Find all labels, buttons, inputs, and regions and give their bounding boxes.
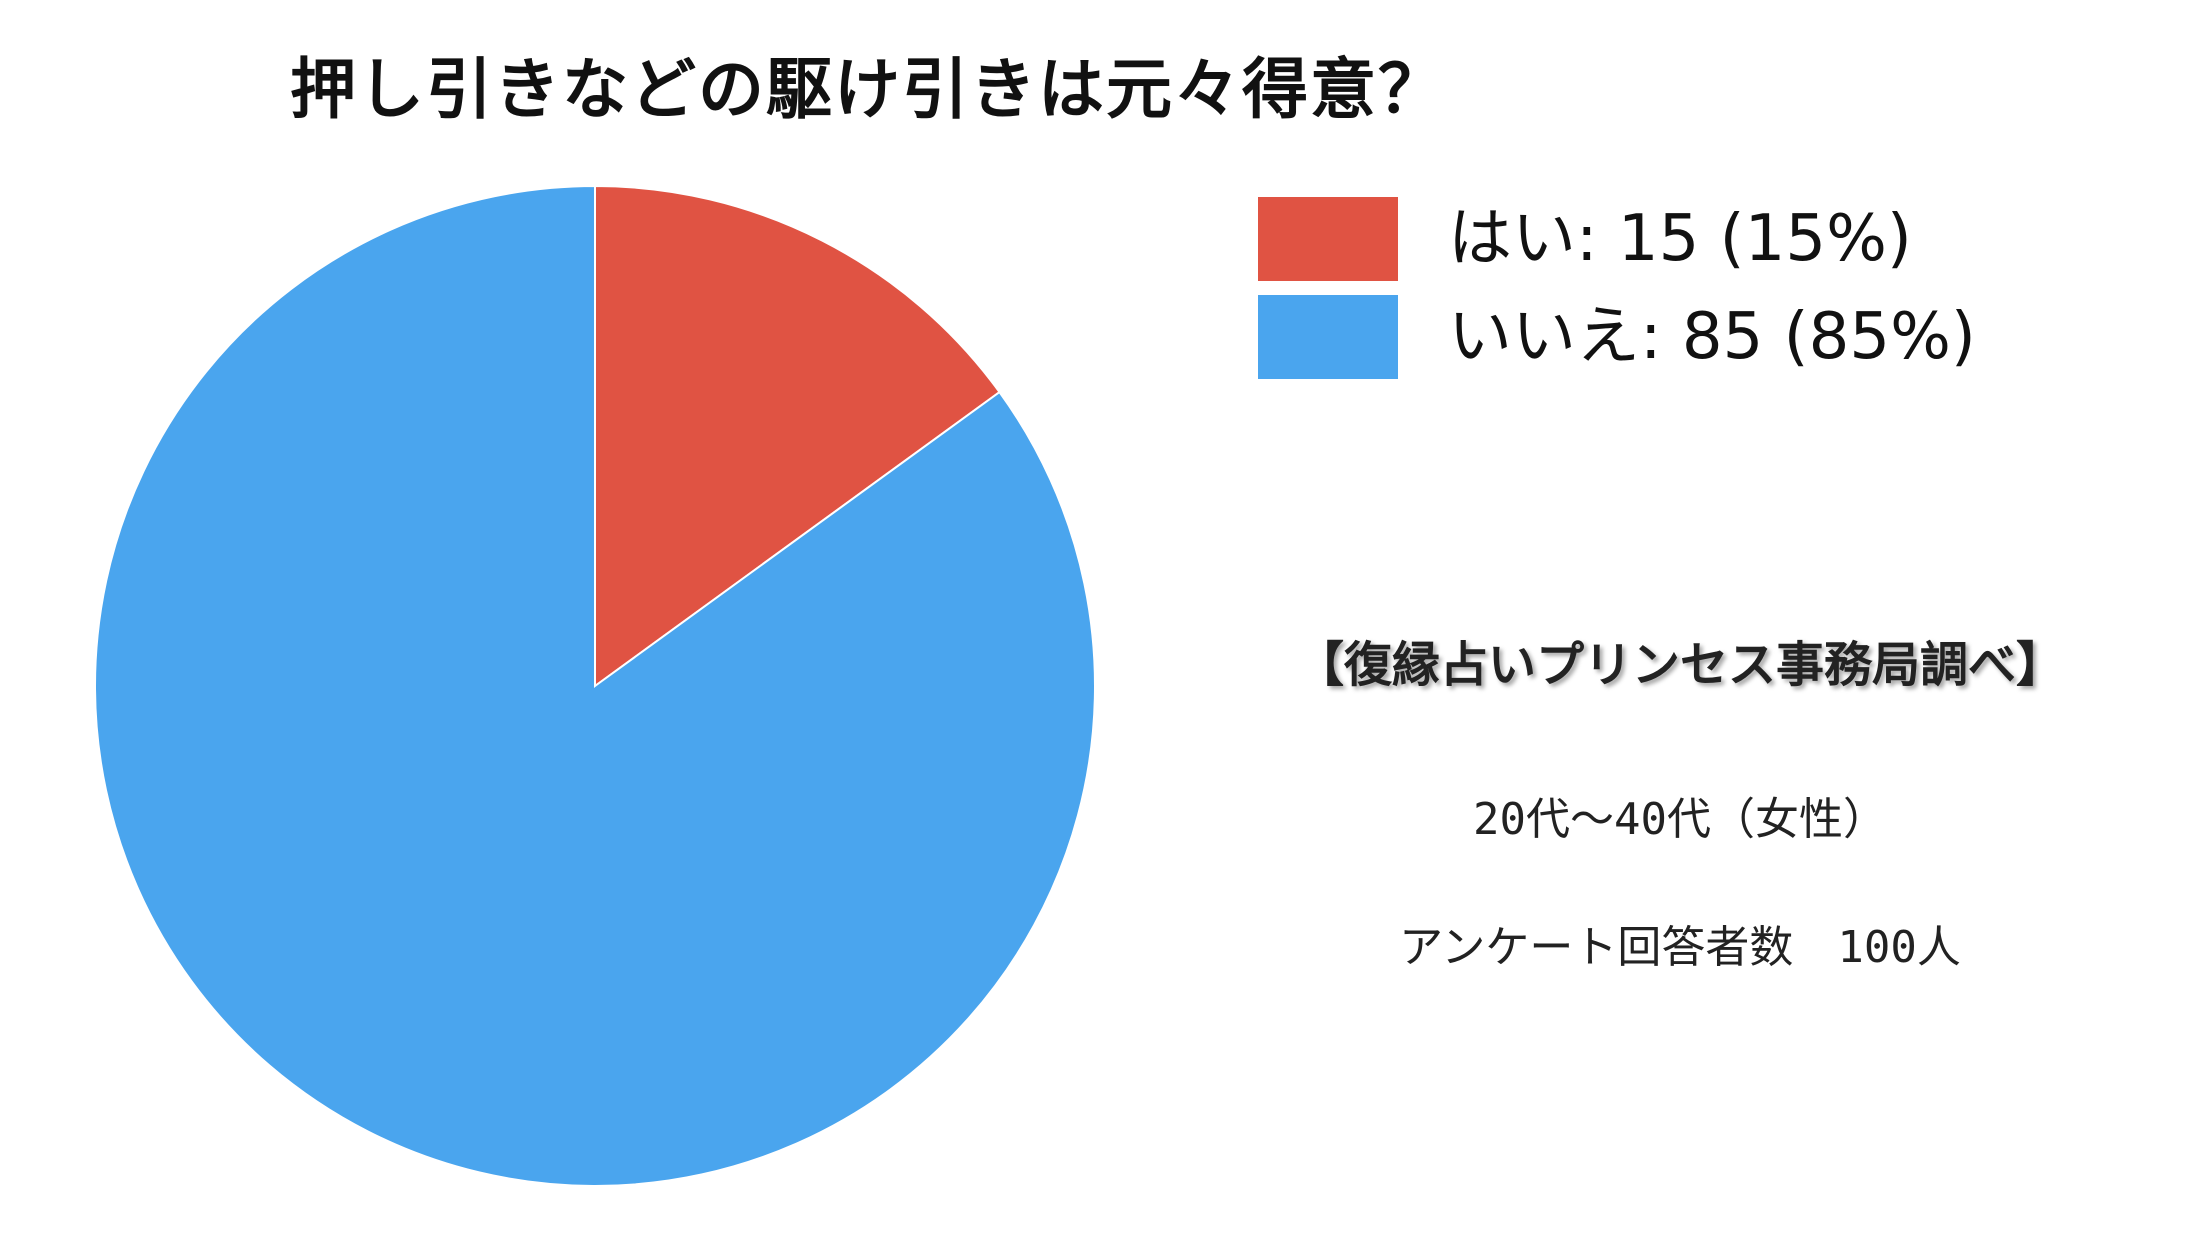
legend-label-yes: はい: 15 (15%) [1448,202,1912,276]
legend-swatch-no [1258,295,1398,379]
survey-respondent-count: アンケート回答者数 100人 [1399,922,1961,973]
legend: はい: 15 (15%) いいえ: 85 (85%) [1258,190,1976,386]
pie-slice-yes [594,184,1001,688]
legend-label-no: いいえ: 85 (85%) [1448,300,1976,374]
pie-slice-no [94,184,1096,1187]
legend-swatch-yes [1258,197,1398,281]
legend-item-yes: はい: 15 (15%) [1258,190,1976,288]
source-credit: 【復縁占いプリンセス事務局調べ】 [1295,637,2064,693]
survey-demographic: 20代〜40代（女性） [1473,794,1887,845]
legend-item-no: いいえ: 85 (85%) [1258,288,1976,386]
chart-title: 押し引きなどの駆け引きは元々得意？ [290,51,1446,128]
